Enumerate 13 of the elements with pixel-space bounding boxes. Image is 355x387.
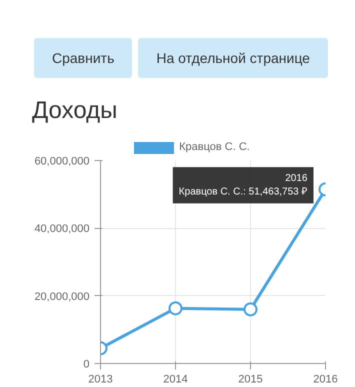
x-tick-label: 2016 (313, 374, 338, 386)
annotation: 2016 Кравцов С. С.: 51,463,753 ₽ (178, 173, 308, 198)
x-tick-label: 2015 (238, 374, 263, 386)
y-tick-label: 20,000,000 (34, 290, 90, 303)
legend-label: Кравцов С. С. (179, 140, 250, 156)
chart-title: Доходы (32, 96, 118, 126)
text: На отдельной странице (138, 38, 328, 78)
x-tick-label: 2014 (163, 374, 188, 386)
text: Сравнить (34, 38, 132, 78)
y-tick-label: 60,000,000 (34, 156, 90, 168)
x-tick-label: 2013 (88, 374, 113, 386)
y-tick-label: 0 (83, 358, 90, 370)
y-tick-label: 40,000,000 (34, 223, 90, 236)
